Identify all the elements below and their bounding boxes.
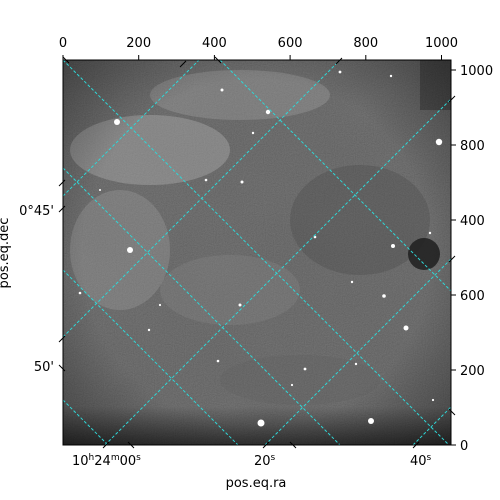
- star: [290, 383, 294, 387]
- top-axis: [62, 55, 442, 60]
- star: [158, 303, 162, 307]
- star: [303, 367, 307, 371]
- right-tick-label: 600: [460, 289, 485, 304]
- ra-tick-label-3: 40s: [410, 453, 432, 469]
- x-axis-title: pos.eq.ra: [226, 476, 287, 491]
- top-tick-label: 200: [126, 36, 151, 51]
- star: [114, 119, 120, 125]
- star: [403, 325, 409, 331]
- top-tick-labels: 0 200 400 600 800 1000: [59, 36, 458, 51]
- star: [265, 109, 271, 115]
- stars: [78, 70, 443, 427]
- star: [240, 180, 244, 184]
- world-ticks: [58, 56, 456, 449]
- dec-tick-label-2: 50': [34, 360, 54, 375]
- ra-tick-label-2: 20s: [254, 453, 276, 469]
- star: [389, 74, 393, 78]
- star: [431, 398, 435, 402]
- y-axis-title: pos.eq.dec: [0, 218, 12, 289]
- top-tick-label: 0: [59, 36, 67, 51]
- star: [257, 419, 265, 427]
- right-tick-label: 1000: [460, 64, 493, 79]
- astronomical-image: [63, 60, 451, 445]
- star: [338, 70, 342, 74]
- star: [251, 131, 255, 135]
- coordinate-grid: [63, 60, 451, 445]
- star: [99, 189, 101, 191]
- star: [428, 231, 432, 235]
- top-tick-label: 1000: [425, 36, 458, 51]
- star: [216, 359, 220, 363]
- star: [238, 303, 242, 307]
- star: [391, 244, 395, 248]
- ra-tick-label-1: 10h24m00s: [72, 453, 141, 469]
- star: [204, 178, 208, 182]
- top-tick-label: 800: [353, 36, 378, 51]
- top-tick-label: 600: [278, 36, 303, 51]
- plot-frame: [62, 59, 452, 446]
- star: [147, 328, 151, 332]
- dec-tick-label-1: 0°45': [19, 204, 54, 219]
- top-tick-label: 400: [202, 36, 227, 51]
- right-tick-label: 0: [460, 439, 468, 454]
- star: [350, 280, 354, 284]
- right-tick-label: 200: [460, 364, 485, 379]
- right-tick-labels: 0 200 400 600 800 1000: [460, 64, 493, 454]
- star: [354, 362, 358, 366]
- right-tick-label: 800: [460, 139, 485, 154]
- star: [78, 291, 82, 295]
- right-tick-label: 400: [460, 214, 485, 229]
- star: [127, 247, 133, 253]
- right-axis: [451, 69, 456, 446]
- star: [368, 418, 374, 424]
- star: [435, 138, 443, 146]
- star: [382, 294, 386, 298]
- star: [220, 88, 224, 92]
